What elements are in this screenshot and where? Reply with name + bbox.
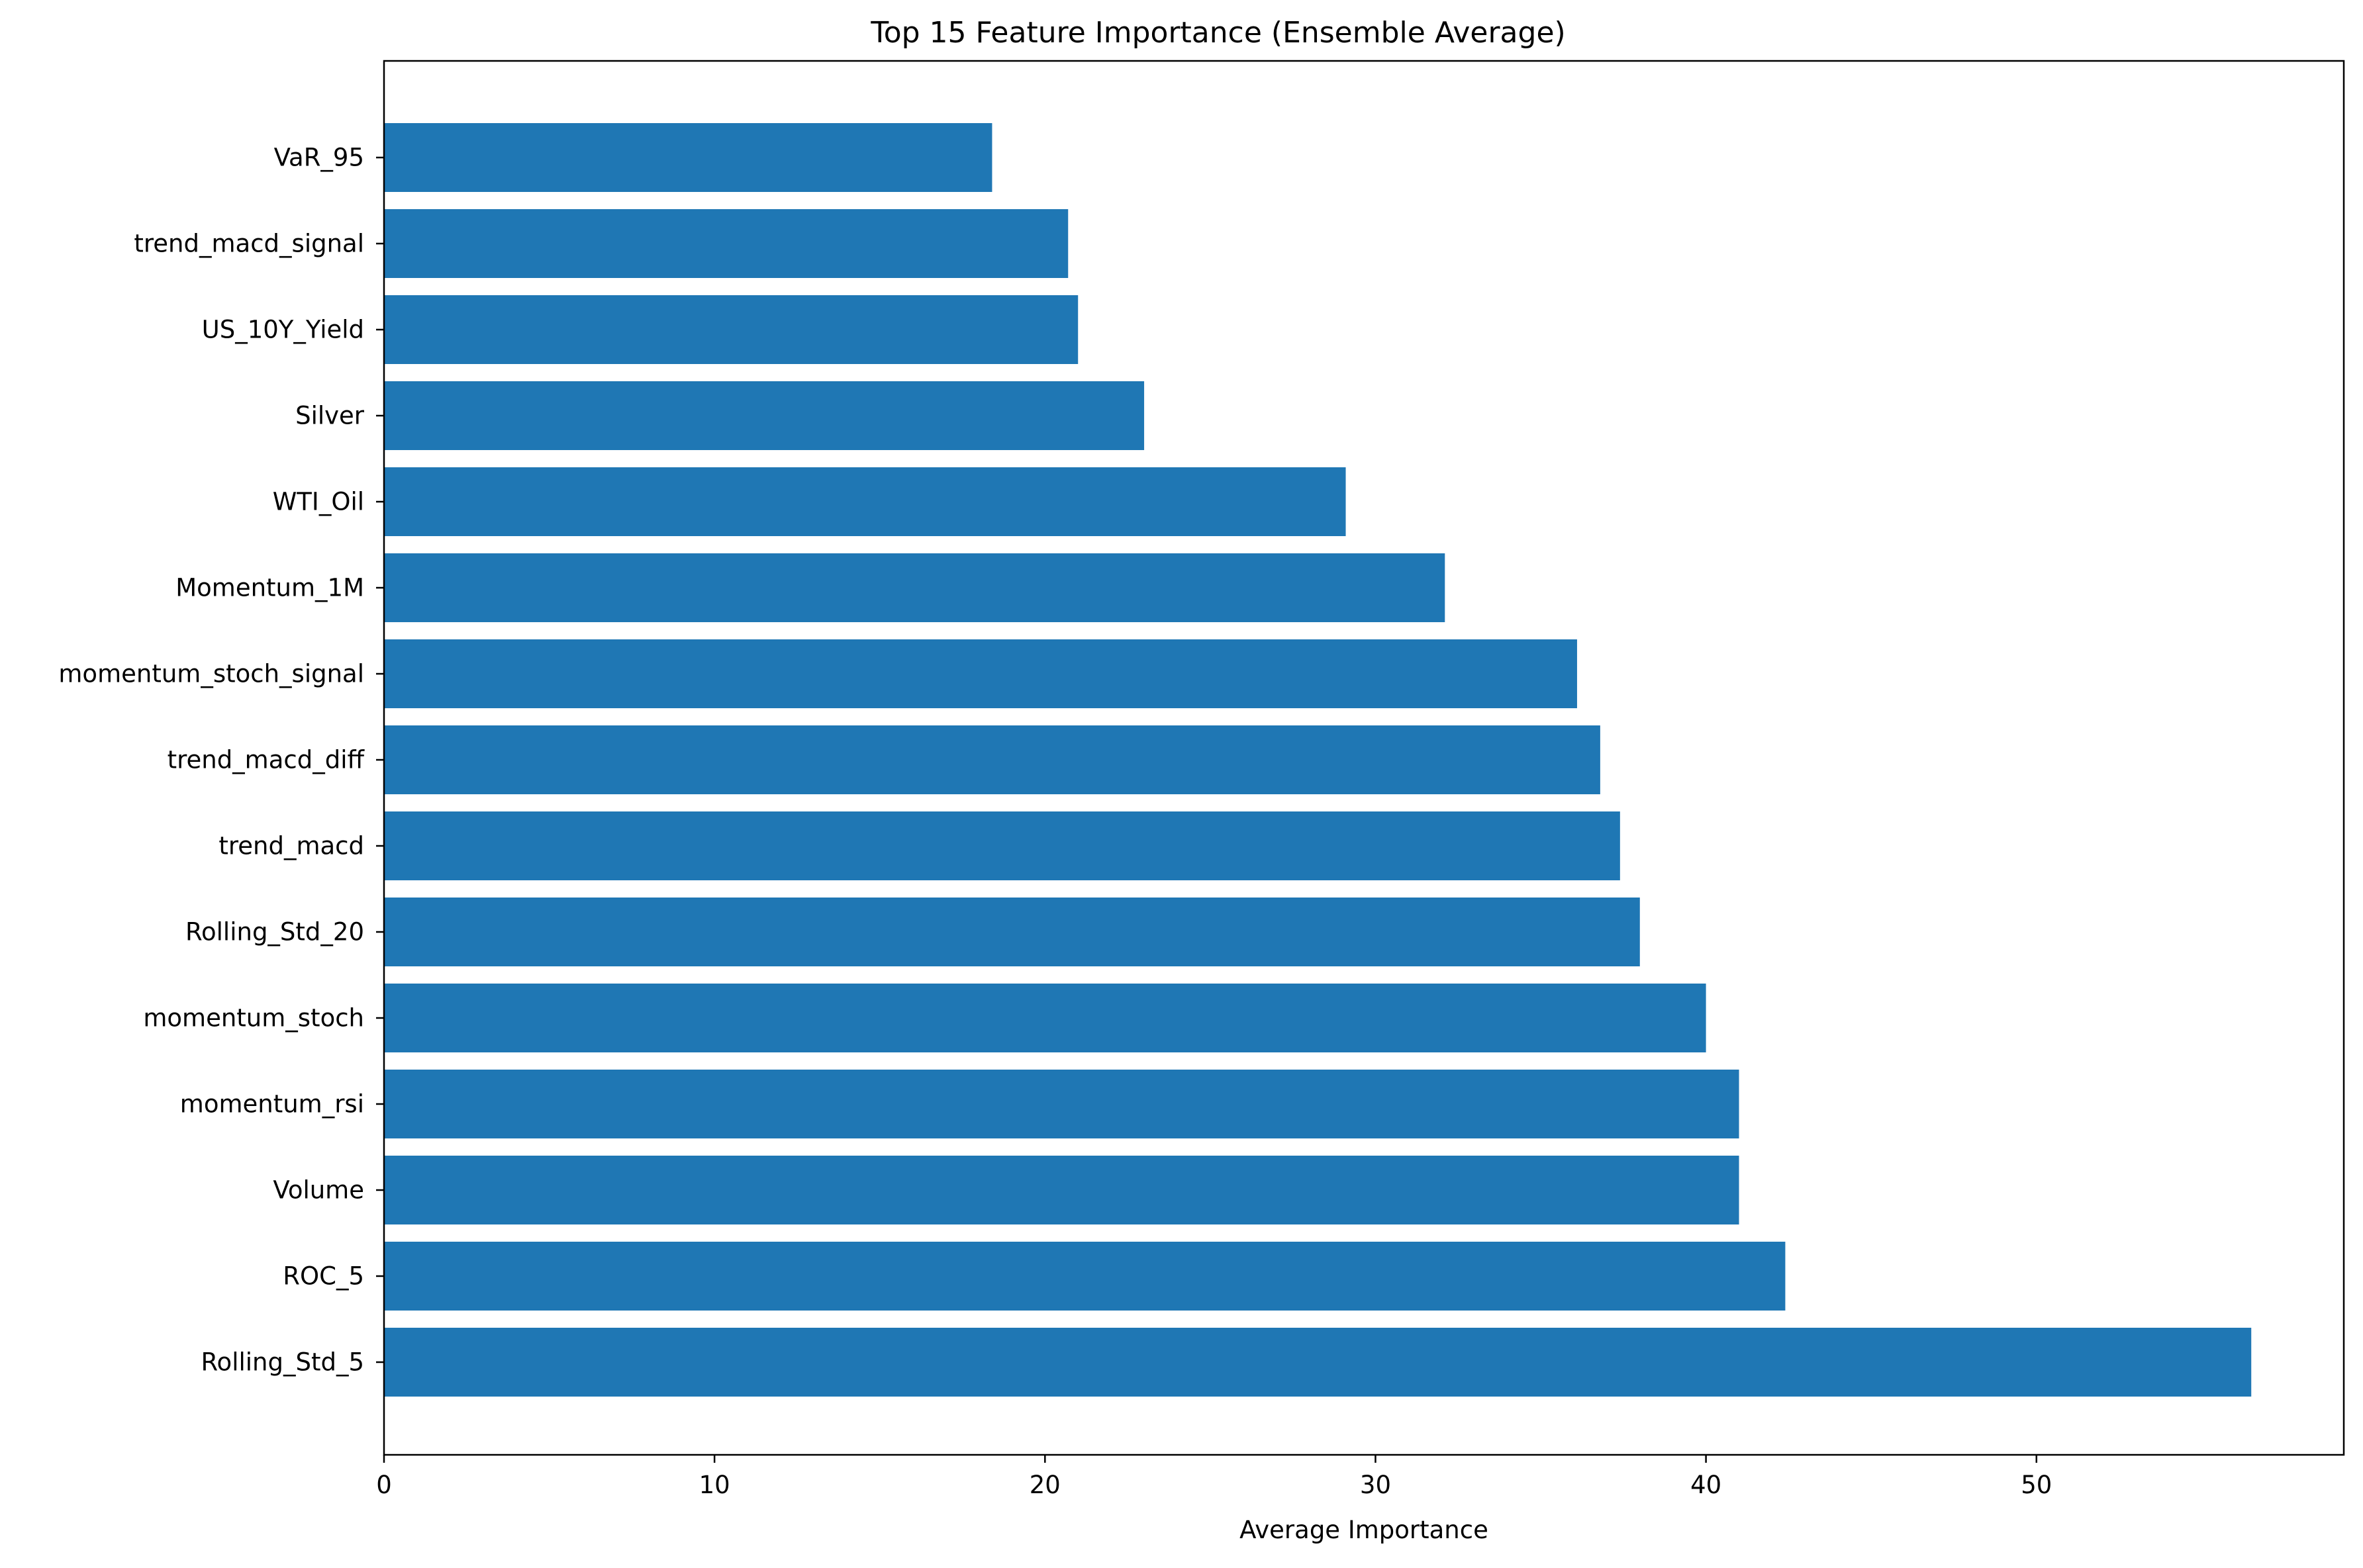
bar-wti-oil xyxy=(384,467,1346,536)
y-tick-label: VaR_95 xyxy=(274,144,364,172)
y-axis-ticks: Rolling_Std_5 ROC_5 Volume momentum_rsi mome… xyxy=(58,144,384,1377)
x-tick-label: 40 xyxy=(1690,1471,1721,1499)
y-tick-label: Volume xyxy=(273,1176,364,1205)
y-tick-label: ROC_5 xyxy=(283,1262,364,1291)
y-tick-label: Momentum_1M xyxy=(175,574,364,602)
bar-rolling-std-20 xyxy=(384,898,1640,966)
y-tick-label: trend_macd xyxy=(218,832,364,860)
y-tick-label: trend_macd_signal xyxy=(134,230,364,258)
x-tick-label: 30 xyxy=(1360,1471,1391,1499)
plot-frame xyxy=(383,60,2345,1456)
y-tick-label: Rolling_Std_5 xyxy=(201,1348,364,1377)
bar-trend-macd-diff xyxy=(384,725,1600,794)
y-tick-label: momentum_stoch_signal xyxy=(58,660,364,688)
bar-momentum-rsi xyxy=(384,1070,1739,1138)
y-tick-label: trend_macd_diff xyxy=(168,746,365,774)
bar-volume xyxy=(384,1156,1739,1224)
bar-var-95 xyxy=(384,123,992,192)
bar-momentum-1m xyxy=(384,553,1445,622)
bar-roc-5 xyxy=(384,1242,1786,1311)
y-tick-label: Rolling_Std_20 xyxy=(185,918,364,946)
x-tick-label: 0 xyxy=(376,1471,392,1499)
bar-us-10y-yield xyxy=(384,295,1079,364)
bar-silver xyxy=(384,381,1145,450)
x-tick-label: 10 xyxy=(699,1471,730,1499)
x-axis-label: Average Importance xyxy=(1239,1516,1488,1544)
y-tick-label: US_10Y_Yield xyxy=(202,316,364,344)
x-tick-label: 50 xyxy=(2021,1471,2052,1499)
y-tick-label: momentum_stoch xyxy=(143,1004,364,1033)
y-tick-label: momentum_rsi xyxy=(180,1090,364,1119)
y-tick-label: WTI_Oil xyxy=(273,488,364,516)
bars-layer xyxy=(384,123,2252,1397)
bar-rolling-std-5 xyxy=(384,1328,2252,1397)
bar-trend-macd xyxy=(384,811,1620,880)
chart-title: Top 15 Feature Importance (Ensemble Aver… xyxy=(870,16,1565,50)
y-tick-label: Silver xyxy=(295,402,365,430)
bar-momentum-stoch xyxy=(384,984,1706,1052)
x-axis-ticks: 0 10 20 30 40 50 xyxy=(376,1455,2052,1499)
x-tick-label: 20 xyxy=(1030,1471,1061,1499)
bar-trend-macd-signal xyxy=(384,209,1069,278)
bar-momentum-stoch-signal xyxy=(384,639,1577,708)
